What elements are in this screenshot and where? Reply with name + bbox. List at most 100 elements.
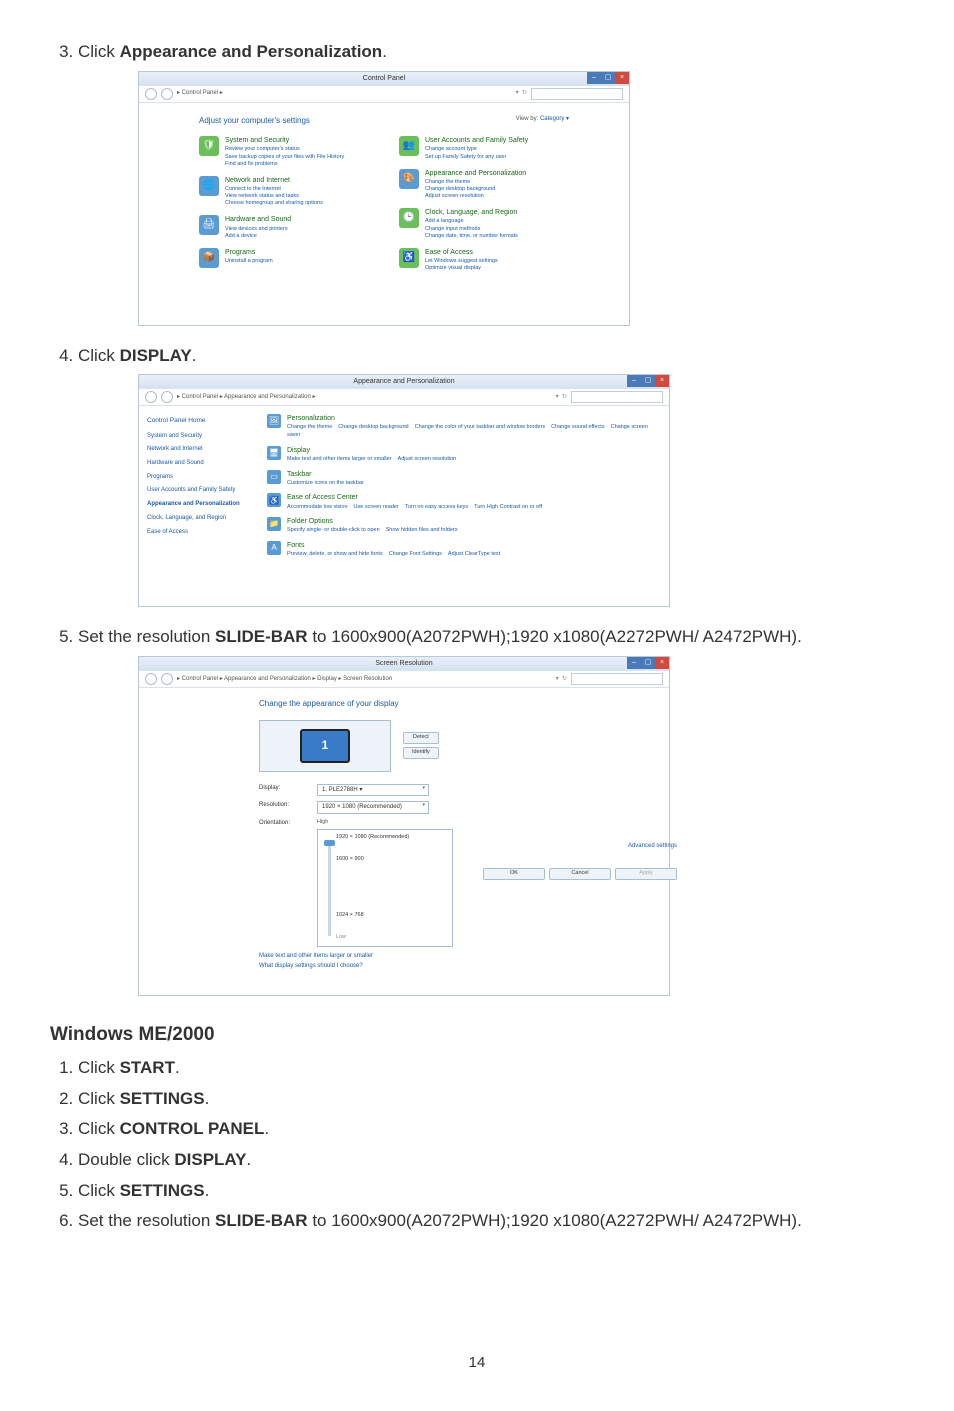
cp-category[interactable]: 🛡System and SecurityReview your computer… (199, 136, 369, 168)
nav-back-icon[interactable] (145, 88, 157, 100)
category-link[interactable]: Customize icons on the taskbar (287, 480, 364, 486)
identify-button[interactable]: Identify (403, 747, 439, 759)
category-title[interactable]: Hardware and Sound (225, 215, 291, 225)
sidebar-link[interactable]: Clock, Language, and Region (147, 514, 247, 523)
maximize-button[interactable]: ▢ (641, 657, 655, 669)
category-link[interactable]: Choose homegroup and sharing options (225, 200, 323, 207)
nav-back-icon[interactable] (145, 673, 157, 685)
category-title[interactable]: Appearance and Personalization (425, 169, 526, 179)
category-link[interactable]: Use screen reader (354, 504, 399, 510)
minimize-button[interactable]: – (627, 657, 641, 669)
category-link[interactable]: Adjust screen resolution (398, 456, 457, 462)
category-link[interactable]: Set up Family Safety for any user (425, 154, 528, 161)
category-link[interactable]: Change desktop background (425, 186, 526, 193)
category-link[interactable]: Find and fix problems (225, 161, 344, 168)
maximize-button[interactable]: ▢ (601, 72, 615, 84)
cp-category[interactable]: 👥User Accounts and Family SafetyChange a… (399, 136, 569, 160)
cancel-button[interactable]: Cancel (549, 868, 611, 880)
display-dropdown[interactable]: 1. PLE2788H ▾ (317, 784, 429, 797)
category-title[interactable]: Folder Options (287, 517, 464, 527)
category-title[interactable]: Personalization (287, 414, 657, 424)
category-title[interactable]: Network and Internet (225, 176, 323, 186)
resolution-dropdown[interactable]: 1920 × 1080 (Recommended) (317, 801, 429, 814)
search-input[interactable] (571, 391, 663, 403)
nav-forward-icon[interactable] (161, 391, 173, 403)
category-link[interactable]: Specify single- or double-click to open (287, 527, 380, 533)
category-link[interactable]: Turn High Contrast on or off (474, 504, 542, 510)
breadcrumb[interactable]: ▸ Control Panel ▸ Appearance and Persona… (177, 675, 552, 684)
sidebar-link[interactable]: Network and Internet (147, 445, 247, 454)
category-link[interactable]: Preview, delete, or show and hide fonts (287, 551, 383, 557)
category-link[interactable]: Review your computer's status (225, 146, 344, 153)
category-link[interactable]: View network status and tasks (225, 193, 323, 200)
resolution-slider-popup[interactable]: 1920 × 1080 (Recommended) 1600 × 900 102… (317, 829, 453, 947)
category-title[interactable]: Taskbar (287, 470, 370, 480)
search-input[interactable] (571, 673, 663, 685)
sidebar-link[interactable]: Appearance and Personalization (147, 500, 247, 509)
nav-forward-icon[interactable] (161, 88, 173, 100)
minimize-button[interactable]: – (587, 72, 601, 84)
close-button[interactable]: × (655, 375, 669, 387)
category-link[interactable]: Show hidden files and folders (386, 527, 458, 533)
cp-category[interactable]: 🕒Clock, Language, and RegionAdd a langua… (399, 208, 569, 240)
cp-category[interactable]: 🖨Hardware and SoundView devices and prin… (199, 215, 369, 239)
category-link[interactable]: Change sound effects (551, 424, 604, 430)
category-link[interactable]: View devices and printers (225, 226, 291, 233)
sidebar-link[interactable]: Programs (147, 473, 247, 482)
category-link[interactable]: Uninstall a program (225, 258, 273, 265)
sidebar-link[interactable]: Ease of Access (147, 528, 247, 537)
category-link[interactable]: Add a language (425, 218, 518, 225)
category-link[interactable]: Optimize visual display (425, 265, 498, 272)
category-link[interactable]: Connect to the Internet (225, 186, 323, 193)
category-link[interactable]: Change the theme (425, 179, 526, 186)
category-link[interactable]: Change input methods (425, 226, 518, 233)
resolution-option[interactable]: 1024 × 768 (336, 912, 446, 920)
resolution-option[interactable]: 1920 × 1080 (Recommended) (336, 834, 446, 842)
category-title[interactable]: Clock, Language, and Region (425, 208, 518, 218)
cp-category[interactable]: 📦ProgramsUninstall a program (199, 248, 369, 268)
nav-back-icon[interactable] (145, 391, 157, 403)
minimize-button[interactable]: – (627, 375, 641, 387)
category-title[interactable]: Display (287, 446, 462, 456)
advanced-settings-link[interactable]: Advanced settings (483, 842, 677, 851)
slider-thumb[interactable] (324, 840, 335, 846)
category-link[interactable]: Let Windows suggest settings (425, 258, 498, 265)
viewby[interactable]: View by: Category ▾ (516, 115, 569, 124)
category-title[interactable]: Ease of Access Center (287, 493, 548, 503)
breadcrumb[interactable]: ▸ Control Panel ▸ (177, 89, 512, 98)
apply-button[interactable]: Apply (615, 868, 677, 880)
category-title[interactable]: System and Security (225, 136, 344, 146)
sidebar-link[interactable]: System and Security (147, 432, 247, 441)
category-link[interactable]: Change the color of your taskbar and win… (415, 424, 546, 430)
sidebar-link[interactable]: User Accounts and Family Safety (147, 486, 247, 495)
text-size-link[interactable]: Make text and other items larger or smal… (259, 952, 453, 961)
category-link[interactable]: Change date, time, or number formats (425, 233, 518, 240)
category-title[interactable]: User Accounts and Family Safety (425, 136, 528, 146)
cp-category[interactable]: 🎨Appearance and PersonalizationChange th… (399, 169, 569, 201)
category-title[interactable]: Ease of Access (425, 248, 498, 258)
nav-forward-icon[interactable] (161, 673, 173, 685)
category-link[interactable]: Adjust ClearType text (448, 551, 500, 557)
sidebar-link[interactable]: Hardware and Sound (147, 459, 247, 468)
ok-button[interactable]: OK (483, 868, 545, 880)
category-link[interactable]: Accommodate low vision (287, 504, 348, 510)
cp-category[interactable]: ♿Ease of AccessLet Windows suggest setti… (399, 248, 569, 272)
category-link[interactable]: Change account type (425, 146, 528, 153)
category-link[interactable]: Make text and other items larger or smal… (287, 456, 392, 462)
close-button[interactable]: × (655, 657, 669, 669)
display-help-link[interactable]: What display settings should I choose? (259, 962, 453, 971)
category-link[interactable]: Change desktop background (338, 424, 408, 430)
sidebar-heading[interactable]: Control Panel Home (147, 416, 247, 425)
detect-button[interactable]: Detect (403, 732, 439, 744)
search-input[interactable] (531, 88, 623, 100)
category-title[interactable]: Programs (225, 248, 273, 258)
category-link[interactable]: Turn on easy access keys (405, 504, 468, 510)
category-link[interactable]: Change the theme (287, 424, 332, 430)
category-link[interactable]: Change Font Settings (389, 551, 442, 557)
close-button[interactable]: × (615, 72, 629, 84)
category-link[interactable]: Save backup copies of your files with Fi… (225, 154, 344, 161)
cp-category[interactable]: 🌐Network and InternetConnect to the Inte… (199, 176, 369, 208)
category-title[interactable]: Fonts (287, 541, 506, 551)
breadcrumb[interactable]: ▸ Control Panel ▸ Appearance and Persona… (177, 393, 552, 402)
resolution-option[interactable]: 1600 × 900 (336, 856, 446, 864)
